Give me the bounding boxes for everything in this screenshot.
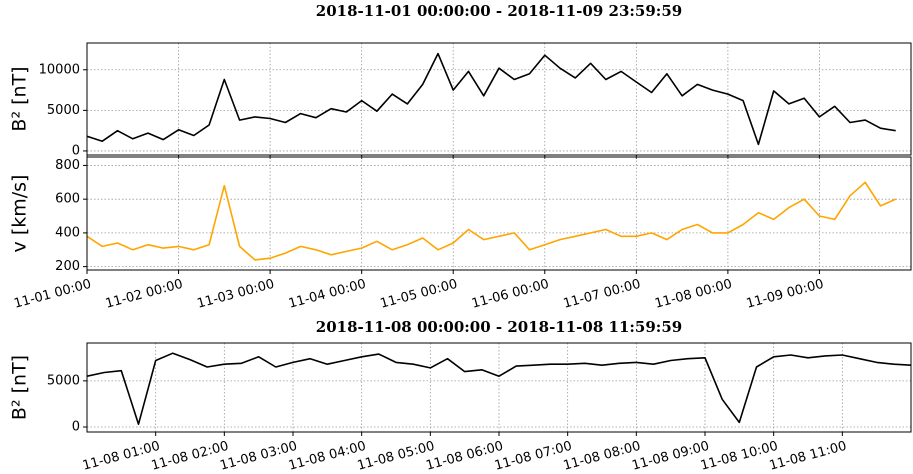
x-tick-label: 11-07 00:00 bbox=[562, 277, 643, 312]
chart-title: 2018-11-01 00:00:00 - 2018-11-09 23:59:5… bbox=[316, 2, 682, 20]
x-tick-label: 11-08 03:00 bbox=[218, 439, 299, 474]
y-tick-label: 5000 bbox=[47, 103, 80, 118]
x-tick-label: 11-08 07:00 bbox=[493, 439, 574, 474]
x-tick-label: 11-08 00:00 bbox=[653, 277, 734, 312]
x-tick-label: 11-08 10:00 bbox=[699, 439, 780, 474]
y-tick-label: 10000 bbox=[39, 62, 80, 77]
y-axis-label: B² [nT] bbox=[9, 355, 31, 420]
chart-title: 2018-11-08 00:00:00 - 2018-11-08 11:59:5… bbox=[316, 318, 682, 336]
y-tick-label: 600 bbox=[55, 192, 80, 207]
x-tick-label: 11-08 06:00 bbox=[424, 439, 505, 474]
x-tick-label: 11-08 04:00 bbox=[287, 439, 368, 474]
plot-area bbox=[87, 52, 896, 146]
y-tick-label: 200 bbox=[55, 259, 80, 274]
y-tick-label: 800 bbox=[55, 158, 80, 173]
x-tick-label: 11-08 01:00 bbox=[81, 439, 162, 474]
x-tick-label: 11-09 00:00 bbox=[745, 277, 826, 312]
x-tick-label: 11-01 00:00 bbox=[12, 277, 93, 312]
y-axis-label: B² [nT] bbox=[9, 66, 31, 131]
axes-frame bbox=[86, 156, 912, 271]
data-line bbox=[87, 352, 911, 425]
axes-frame bbox=[86, 42, 912, 156]
y-tick-label: 400 bbox=[55, 225, 80, 240]
x-tick-label: 11-08 11:00 bbox=[768, 439, 849, 474]
data-line bbox=[87, 181, 897, 261]
x-tick-label: 11-04 00:00 bbox=[287, 277, 368, 312]
y-tick-label: 0 bbox=[72, 420, 80, 435]
x-tick-label: 11-02 00:00 bbox=[104, 277, 185, 312]
x-tick-label: 11-08 02:00 bbox=[150, 439, 231, 474]
axes-frame bbox=[86, 342, 912, 433]
x-tick-label: 11-08 08:00 bbox=[562, 439, 643, 474]
x-tick-label: 11-06 00:00 bbox=[470, 277, 551, 312]
x-tick-label: 11-08 09:00 bbox=[630, 439, 711, 474]
data-line bbox=[87, 52, 896, 146]
y-tick-label: 5000 bbox=[47, 373, 80, 388]
x-tick-label: 11-03 00:00 bbox=[195, 277, 276, 312]
plot-area bbox=[87, 181, 897, 261]
x-tick-label: 11-05 00:00 bbox=[379, 277, 460, 312]
x-tick-label: 11-08 05:00 bbox=[356, 439, 437, 474]
plot-area bbox=[87, 352, 911, 425]
y-axis-label: v [km/s] bbox=[9, 175, 31, 253]
y-tick-label: 0 bbox=[72, 143, 80, 158]
